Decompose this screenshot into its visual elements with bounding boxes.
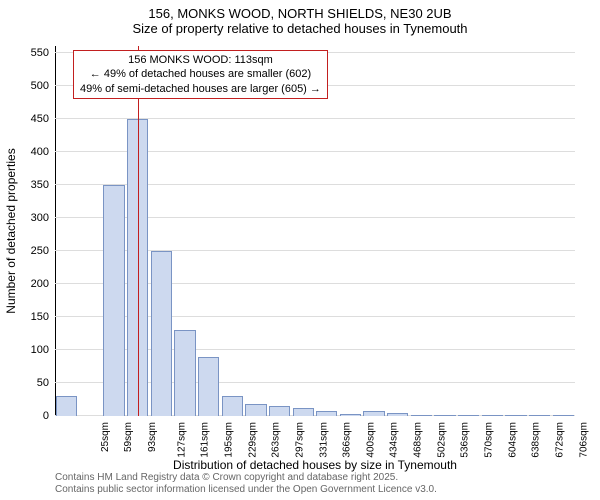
x-tick-label: 434sqm [389,422,400,458]
y-tick-label: 300 [31,212,49,224]
footer: Contains HM Land Registry data © Crown c… [55,472,437,496]
x-tick-label: 263sqm [271,422,282,458]
x-tick-label: 400sqm [365,422,376,458]
histogram-bar [245,404,266,416]
plot-area: 05010015020025030035040045050055025sqm59… [55,46,575,416]
y-tick-label: 100 [31,344,49,356]
histogram-bar [316,411,337,416]
x-tick-label: 195sqm [224,422,235,458]
x-tick-label: 366sqm [342,422,353,458]
histogram-bar [174,330,195,416]
marker-line [138,46,139,416]
y-tick-label: 250 [31,245,49,257]
x-tick-label: 638sqm [531,422,542,458]
histogram-bar [411,415,432,416]
y-tick-label: 350 [31,179,49,191]
histogram-bar [529,415,550,416]
histogram-bar [103,185,124,416]
histogram-bar [198,357,219,416]
title-line1: 156, MONKS WOOD, NORTH SHIELDS, NE30 2UB [0,6,600,21]
title-line2: Size of property relative to detached ho… [0,21,600,36]
y-tick-label: 200 [31,278,49,290]
annotation-box: 156 MONKS WOOD: 113sqm← 49% of detached … [73,50,328,99]
histogram-bar [151,251,172,416]
histogram-bar [340,414,361,416]
x-tick-label: 672sqm [554,422,565,458]
chart-container: 05010015020025030035040045050055025sqm59… [55,46,575,416]
x-tick-label: 706sqm [578,422,589,458]
x-tick-label: 604sqm [507,422,518,458]
x-tick-label: 127sqm [176,422,187,458]
x-tick-label: 468sqm [413,422,424,458]
histogram-bar [56,396,77,416]
histogram-bar [222,396,243,416]
footer-line1: Contains HM Land Registry data © Crown c… [55,472,437,484]
x-tick-label: 59sqm [123,422,134,452]
x-tick-label: 229sqm [247,422,258,458]
x-tick-label: 502sqm [436,422,447,458]
y-tick-label: 150 [31,311,49,323]
x-tick-label: 570sqm [484,422,495,458]
histogram-bar [269,406,290,416]
x-tick-label: 25sqm [100,422,111,452]
x-tick-label: 297sqm [294,422,305,458]
x-tick-label: 536sqm [460,422,471,458]
annotation-line1: 156 MONKS WOOD: 113sqm [80,53,321,67]
y-axis-line [55,46,56,416]
y-tick-label: 0 [43,410,49,422]
y-tick-label: 500 [31,80,49,92]
histogram-bar [553,415,574,416]
y-axis-label: Number of detached properties [4,148,18,313]
histogram-bar [387,413,408,416]
footer-line2: Contains public sector information licen… [55,484,437,496]
x-axis-label: Distribution of detached houses by size … [173,458,457,472]
annotation-line2: ← 49% of detached houses are smaller (60… [80,67,321,81]
x-tick-label: 93sqm [147,422,158,452]
histogram-bar [434,415,455,416]
histogram-bar [458,415,479,416]
y-tick-label: 400 [31,146,49,158]
y-tick-label: 50 [37,377,49,389]
histogram-bar [505,415,526,416]
annotation-line3: 49% of semi-detached houses are larger (… [80,82,321,96]
histogram-bar [293,408,314,416]
histogram-bar [363,411,384,416]
chart-title-block: 156, MONKS WOOD, NORTH SHIELDS, NE30 2UB… [0,0,600,36]
x-tick-label: 331sqm [318,422,329,458]
y-tick-label: 450 [31,113,49,125]
histogram-bar [482,415,503,416]
x-tick-label: 161sqm [200,422,211,458]
y-tick-label: 550 [31,47,49,59]
